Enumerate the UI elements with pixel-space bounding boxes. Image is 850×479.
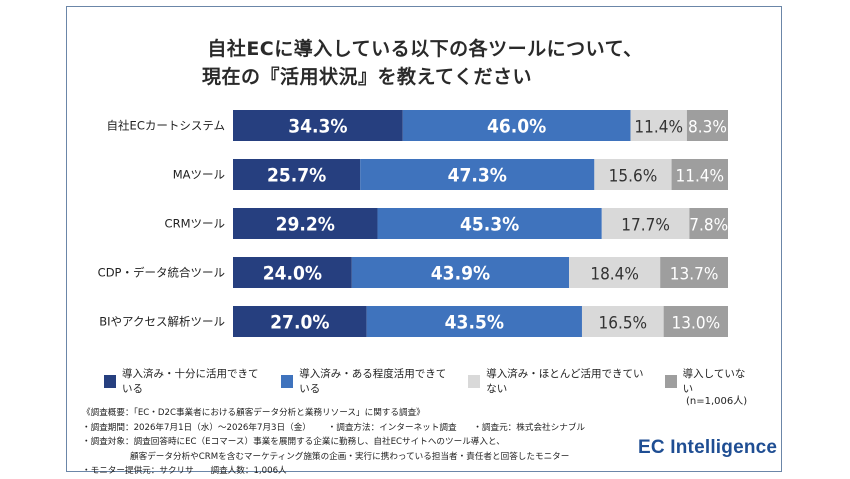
bar-segment <box>366 306 582 337</box>
legend-swatch <box>281 374 294 388</box>
brand-logo: EC Intelligence <box>638 437 778 458</box>
bar-segment <box>233 306 367 337</box>
category-label: MAツール <box>173 168 225 182</box>
legend-swatch <box>664 374 677 388</box>
survey-notes-row2: ・調査期間：2026年7月1日（水）～2026年7月3日（金） ・調査方法：イン… <box>82 421 642 436</box>
survey-notes-heading: 《調査概要：「EC・D2C事業者における顧客データ分析と業務リソース」に関する調… <box>82 408 425 418</box>
data-label: 15.6% <box>609 167 658 187</box>
category-label: 自社ECカートシステム <box>107 119 225 133</box>
legend-item: 導入済み・ある程度活用できている <box>281 366 454 396</box>
survey-period: ・調査期間：2026年7月1日（水）～2026年7月3日（金） <box>82 422 311 433</box>
bar-segment <box>630 110 687 141</box>
legend-swatch <box>468 374 481 388</box>
sample-size-note: (n=1,006人) <box>686 396 748 407</box>
legend-item: 導入済み・ほとんど活用できていない <box>468 366 650 396</box>
data-label: 7.8% <box>689 216 728 236</box>
bar-segment <box>402 110 631 141</box>
legend-item: 導入していない <box>664 366 750 396</box>
bar-segment <box>581 306 664 337</box>
bar-segment <box>689 208 728 239</box>
data-label: 29.2% <box>276 214 335 236</box>
survey-organizer: ・調査元：株式会社シナブル <box>473 422 586 433</box>
data-label: 16.5% <box>599 314 648 334</box>
bar-segment <box>663 306 728 337</box>
bar-segment <box>660 257 728 288</box>
data-label: 34.3% <box>288 116 347 138</box>
category-label: CDP・データ統合ツール <box>98 266 225 280</box>
data-label: 17.7% <box>621 216 670 236</box>
data-label: 25.7% <box>267 165 326 187</box>
chart-title-line2: 現在の『活用状況』を教えてください <box>202 66 532 88</box>
legend-swatch <box>104 374 116 388</box>
bar-segment <box>233 159 361 190</box>
data-label: 18.4% <box>590 265 639 285</box>
chart-legend: 導入済み・十分に活用できている 導入済み・ある程度活用できている 導入済み・ほとんど… <box>104 366 764 396</box>
bar-segment <box>594 159 672 190</box>
bar-segment <box>686 110 728 141</box>
bar-segment <box>569 257 661 288</box>
data-label: 11.4% <box>634 118 683 138</box>
survey-target-line2: 顧客データ分析やCRMを含むマーケティング施策の企画・実行に携わっている担当者・… <box>130 451 570 462</box>
data-label: 13.0% <box>672 314 721 334</box>
data-label: 27.0% <box>270 312 329 334</box>
survey-monitor: ・モニター提供元：サクリサ <box>82 466 194 477</box>
legend-label: 導入済み・ある程度活用できている <box>299 368 447 395</box>
bar-segment <box>233 257 352 288</box>
legend-label: 導入していない <box>682 368 746 395</box>
data-label: 11.4% <box>675 167 724 187</box>
survey-count: 調査人数：1,006人 <box>210 466 287 477</box>
survey-target-line1: ・調査対象：調査回答時にEC（Eコマース）事業を展開する企業に勤務し、自社ECサ… <box>82 437 505 448</box>
data-label: 45.3% <box>460 214 519 236</box>
legend-label: 導入済み・十分に活用できている <box>121 368 259 395</box>
bar-segment <box>360 159 595 190</box>
legend-item: 導入済み・十分に活用できている <box>104 366 267 396</box>
bar-segment <box>377 208 602 239</box>
bar-segment <box>233 110 403 141</box>
chart-title-line1: 自社ECに導入している以下の各ツールについて、 <box>207 38 643 60</box>
data-label: 46.0% <box>487 116 546 138</box>
data-label: 13.7% <box>670 265 719 285</box>
data-label: 8.3% <box>688 118 727 138</box>
data-label: 24.0% <box>263 263 322 285</box>
bar-segment <box>601 208 690 239</box>
data-label: 43.9% <box>431 263 490 285</box>
bar-segment <box>233 208 378 239</box>
category-label: CRMツール <box>165 217 225 231</box>
category-label: BIやアクセス解析ツール <box>99 315 225 329</box>
survey-notes-row5: ・モニター提供元：サクリサ 調査人数：1,006人 <box>82 464 642 479</box>
legend-label: 導入済み・ほとんど活用できていない <box>486 368 644 395</box>
data-label: 47.3% <box>448 165 507 187</box>
survey-method: ・調査方法：インターネット調査 <box>327 422 457 433</box>
bar-segment <box>671 159 728 190</box>
data-label: 43.5% <box>445 312 504 334</box>
survey-notes: 《調査概要：「EC・D2C事業者における顧客データ分析と業務リソース」に関する調… <box>82 406 642 479</box>
bar-segment <box>351 257 570 288</box>
